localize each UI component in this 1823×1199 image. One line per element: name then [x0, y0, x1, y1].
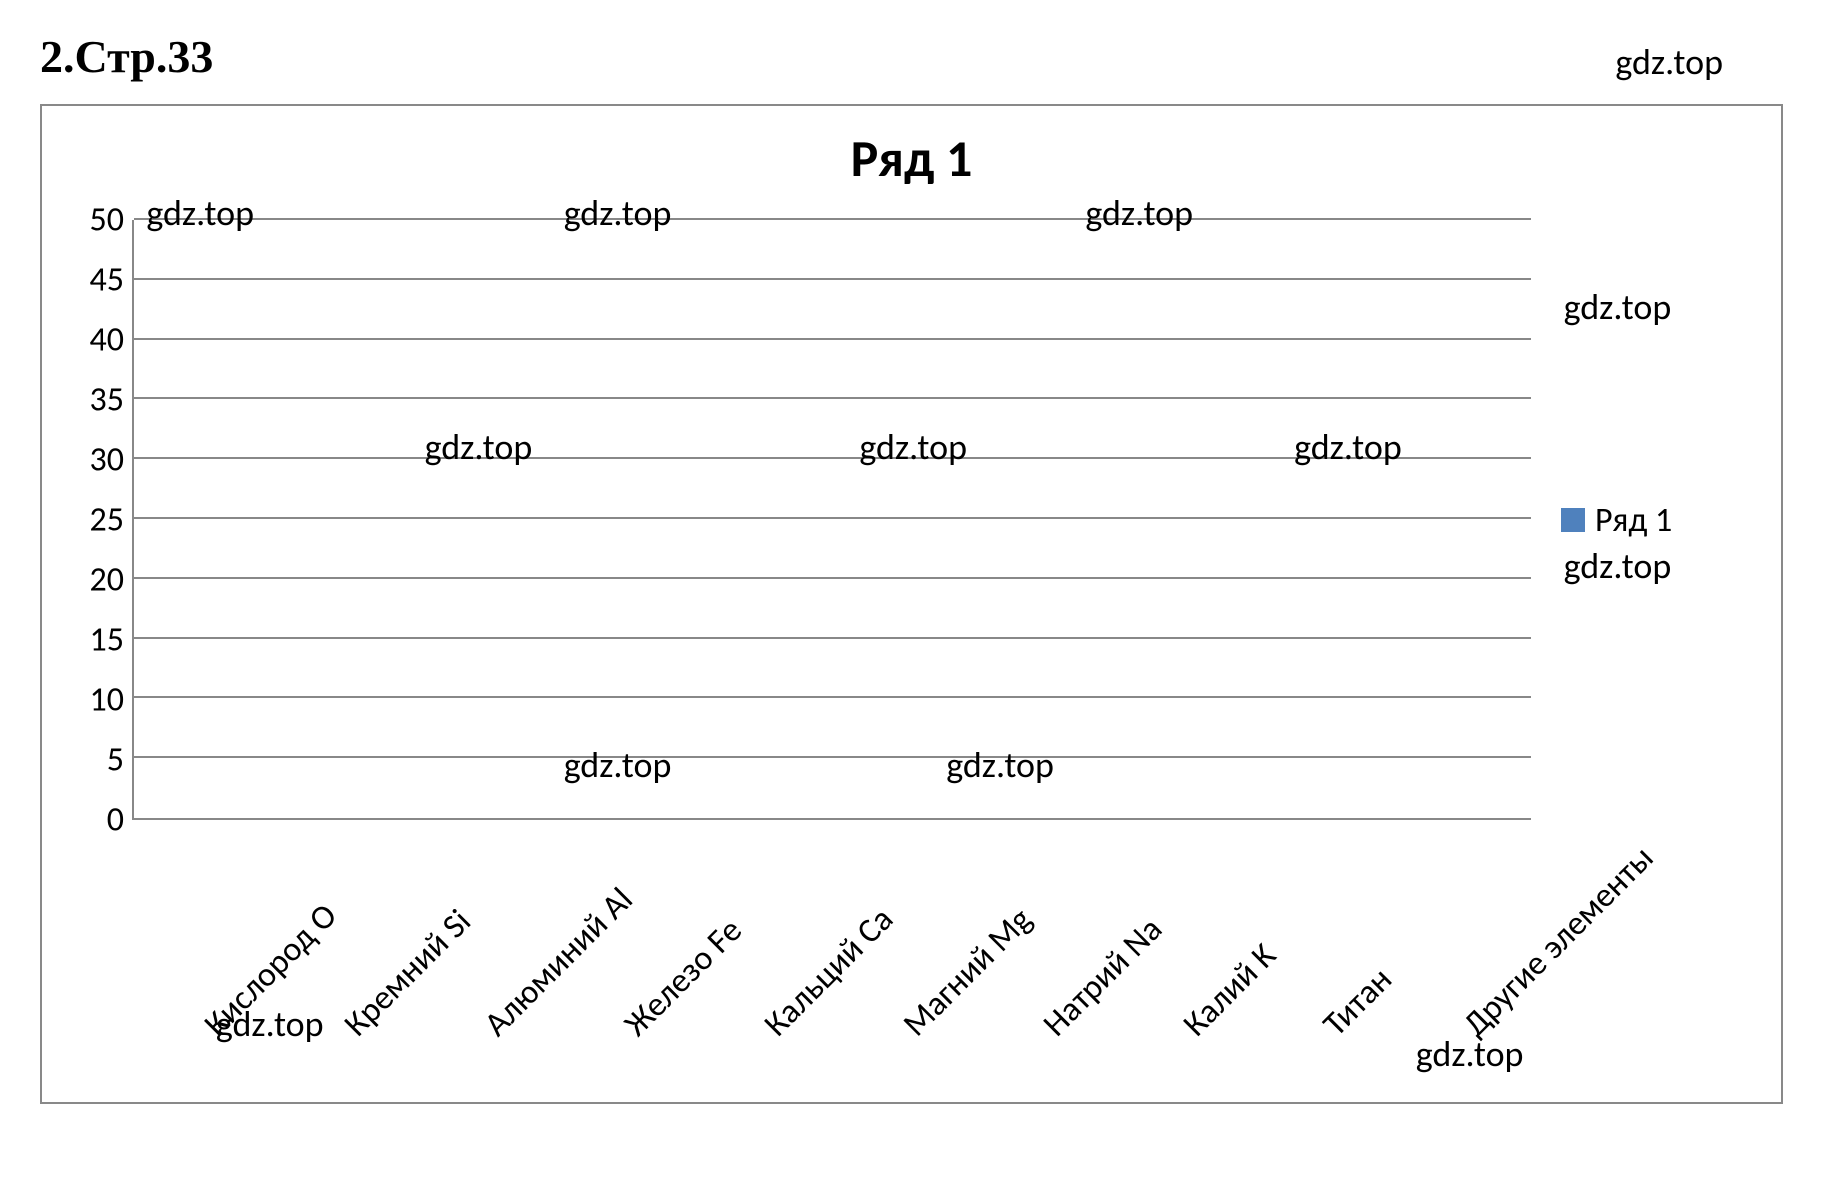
x-axis: Кислород OКремний SiАлюминий AlЖелезо Fe… — [132, 826, 1531, 866]
y-tick-label: 10 — [90, 680, 124, 721]
y-tick-label: 35 — [90, 380, 124, 421]
gridline — [134, 338, 1531, 340]
y-tick-label: 15 — [90, 620, 124, 661]
gridline — [134, 278, 1531, 280]
y-tick-label: 20 — [90, 560, 124, 601]
watermark-top-right: gdz.top — [1615, 30, 1783, 84]
legend: Ряд 1 — [1531, 220, 1761, 820]
x-tick-label: Кремний Si — [336, 1016, 364, 1044]
gridline — [134, 756, 1531, 758]
x-tick-label: Магний Mg — [895, 1016, 923, 1044]
y-tick-label: 25 — [90, 500, 124, 541]
y-tick-label: 40 — [90, 320, 124, 361]
page-heading: 2.Стр.33 — [40, 30, 213, 83]
bars-container — [134, 220, 1531, 818]
watermark: gdz.top — [1416, 1032, 1524, 1076]
gridline — [134, 457, 1531, 459]
gridline — [134, 517, 1531, 519]
x-tick-label: Железо Fe — [616, 1016, 644, 1044]
gridline — [134, 577, 1531, 579]
x-tick-label: Кальций Ca — [756, 1016, 784, 1044]
gridline — [134, 637, 1531, 639]
gridline — [134, 696, 1531, 698]
gridline — [134, 397, 1531, 399]
x-tick-label: Кислород O — [196, 1016, 224, 1044]
y-axis: 05101520253035404550 — [62, 220, 132, 820]
y-tick-label: 30 — [90, 440, 124, 481]
legend-swatch — [1561, 508, 1585, 532]
x-tick-label: Другие элементы — [1455, 1016, 1483, 1044]
y-tick-label: 50 — [90, 200, 124, 241]
y-tick-label: 45 — [90, 260, 124, 301]
chart-title: Ряд 1 — [62, 126, 1761, 190]
x-tick-label: Титан — [1315, 1016, 1343, 1044]
plot-wrap: 05101520253035404550 Ряд 1 — [62, 220, 1761, 820]
y-tick-label: 5 — [107, 740, 124, 781]
x-tick-label: Алюминий Al — [476, 1016, 504, 1044]
x-tick-label: Калий K — [1175, 1016, 1203, 1044]
y-tick-label: 0 — [107, 800, 124, 841]
gridline — [134, 218, 1531, 220]
legend-label: Ряд 1 — [1595, 500, 1672, 541]
x-tick-label: Натрий Na — [1035, 1016, 1063, 1044]
chart-frame: Ряд 1 0 5 10 15 20 25 30 35 40 45 50 Ряд 1 Кислоро… — [40, 104, 1783, 1104]
plot-area — [132, 220, 1531, 820]
